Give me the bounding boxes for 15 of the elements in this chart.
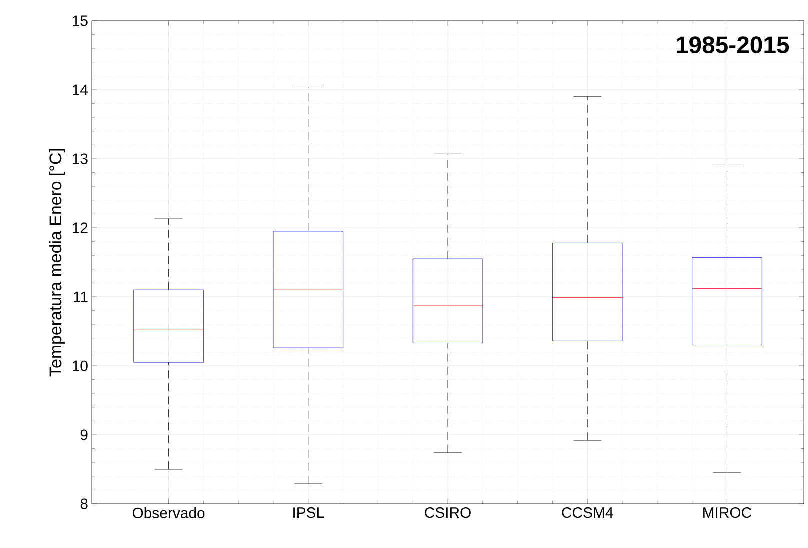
y-tick-label: 9: [80, 430, 88, 440]
x-tick-label: Observado: [132, 508, 205, 518]
y-tick-label: 11: [74, 292, 88, 302]
y-tick-label: 14: [73, 84, 88, 96]
x-tick-label: IPSL: [294, 508, 324, 518]
x-tick-label: CCSM4: [562, 508, 614, 518]
y-tick-label: 8: [80, 498, 88, 510]
y-tick-label: 13: [73, 154, 88, 164]
y-tick-label: 10: [73, 360, 88, 372]
x-tick-label: MIROC: [704, 508, 752, 518]
y-tick-label: 15: [73, 16, 88, 26]
text: 1985-2015: [676, 36, 790, 54]
y-axis-title: Temperatura media Enero [°C]: [49, 149, 66, 377]
y-tick-label: 12: [73, 222, 88, 234]
x-tick-label: CSIRO: [425, 508, 471, 518]
